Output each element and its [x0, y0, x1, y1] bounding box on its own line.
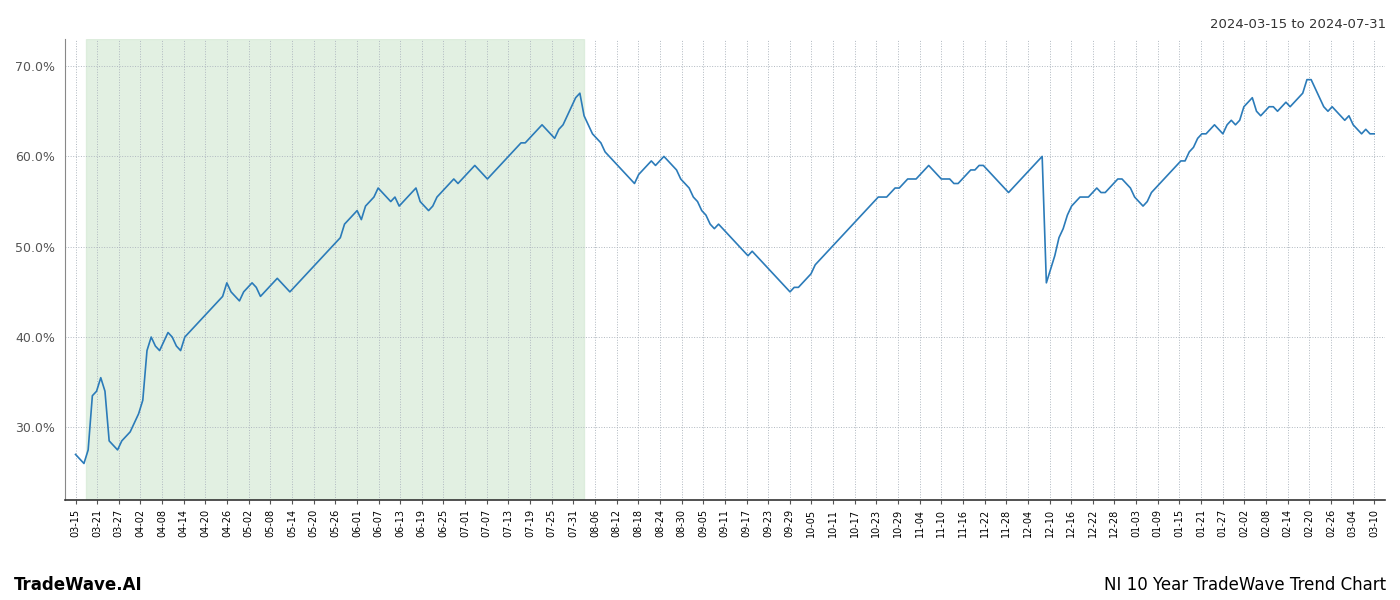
Text: NI 10 Year TradeWave Trend Chart: NI 10 Year TradeWave Trend Chart [1103, 576, 1386, 594]
Text: TradeWave.AI: TradeWave.AI [14, 576, 143, 594]
Text: 2024-03-15 to 2024-07-31: 2024-03-15 to 2024-07-31 [1210, 18, 1386, 31]
Bar [87, 39, 584, 500]
